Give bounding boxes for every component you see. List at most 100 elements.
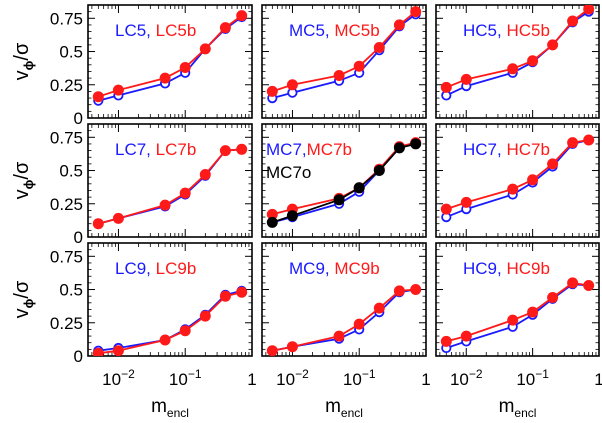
y-axis-label: vϕ/σ — [11, 280, 36, 318]
data-point-hc5b — [567, 15, 579, 27]
panel-label: MC9, MC9b — [289, 259, 380, 278]
y-tick-label: 0.75 — [50, 247, 83, 266]
x-axis-label: mencl — [499, 396, 537, 420]
data-point-lc9b — [219, 290, 231, 302]
y-tick-label: 0.75 — [50, 9, 83, 28]
data-point-mc5b — [410, 6, 422, 18]
data-point-hc9b — [527, 306, 539, 318]
data-point-lc9b — [179, 325, 191, 337]
data-point-lc5b — [199, 43, 211, 55]
x-tick-label: 1 — [421, 370, 430, 389]
panel-lc9: 0 0.25 0.5 0.75 10−2 10−1 1 mencl LC9, LC9b vϕ/σ — [11, 242, 257, 420]
y-tick-label: 0.5 — [59, 43, 83, 62]
panel-data — [266, 284, 422, 356]
x-tick-label: 10−1 — [516, 367, 549, 389]
y-tick-label: 0.75 — [50, 128, 83, 147]
data-point-mc9b — [410, 284, 422, 295]
data-point-hc9b — [440, 335, 452, 347]
data-point-lc5b — [159, 72, 171, 84]
data-point-hc9b — [567, 277, 579, 289]
panel-lc7: 0 0.25 0.5 0.75 LC7, LC7b vϕ/σ — [11, 123, 253, 247]
panel-frame — [87, 123, 253, 238]
y-tick-label: 0 — [74, 347, 83, 366]
data-point-mc9b — [373, 302, 385, 314]
data-point-lc7b — [112, 212, 124, 224]
data-point-hc7b — [507, 183, 519, 195]
x-tick-label: 10−1 — [343, 367, 376, 389]
data-point-mc5b — [373, 42, 385, 53]
panel-frame — [435, 123, 600, 238]
panel-data — [440, 277, 595, 354]
x-tick-label: 10−2 — [276, 367, 309, 389]
data-point-hc9b — [547, 292, 559, 303]
data-point-lc5b — [179, 62, 191, 73]
data-point-mc7o — [353, 182, 365, 194]
x-tick-label: 10−1 — [169, 367, 202, 389]
x-tick-label: 10−2 — [450, 367, 483, 389]
x-tick-label: 1 — [594, 370, 602, 389]
x-tick-label: 10−2 — [102, 367, 135, 389]
y-tick-label: 0 — [74, 109, 83, 128]
panel-data — [266, 137, 422, 228]
data-point-mc5b — [393, 19, 405, 31]
data-point-lc7b — [219, 145, 231, 157]
data-point-lc9b — [199, 310, 211, 322]
panel-mc7: MC7,MC7b MC7o — [261, 123, 427, 238]
panel-hc5: HC5, HC5b — [435, 4, 600, 119]
data-point-hc5b — [507, 63, 519, 75]
data-point-lc7b — [199, 169, 211, 180]
data-point-hc5b — [583, 5, 595, 15]
y-tick-label: 0.25 — [50, 76, 83, 95]
data-point-lc9b — [236, 286, 248, 298]
data-point-hc7b — [567, 137, 579, 149]
data-point-hc9b — [583, 280, 595, 291]
data-point-lc9b — [92, 347, 104, 356]
panel-label: HC5, HC5b — [463, 21, 550, 40]
data-point-hc5b — [527, 55, 539, 67]
panel-data — [440, 134, 595, 223]
data-point-hc7b — [440, 203, 452, 215]
data-point-lc5b — [92, 91, 104, 103]
y-tick-label: 0.25 — [50, 314, 83, 333]
x-axis-label: mencl — [151, 396, 189, 420]
panel-hc9: 10−2 10−1 1 mencl HC9, HC9b — [435, 242, 602, 420]
panel-frame — [87, 242, 253, 357]
y-axis-label: vϕ/σ — [11, 42, 36, 80]
panel-label-extra: MC7o — [266, 163, 311, 182]
data-point-mc9b — [266, 345, 278, 356]
panel-frame — [261, 4, 427, 119]
data-point-hc7b — [547, 158, 559, 170]
data-point-mc7o — [333, 194, 345, 206]
panel-hc7: HC7, HC7b — [435, 123, 600, 238]
data-point-mc7o — [410, 138, 422, 150]
panel-frame — [435, 4, 600, 119]
panel-label: LC5, LC5b — [115, 21, 196, 40]
data-point-lc7b — [92, 218, 104, 230]
data-point-mc9b — [333, 330, 345, 342]
data-point-lc9b — [112, 345, 124, 356]
data-point-mc7o — [286, 210, 298, 222]
data-point-mc5b — [286, 79, 298, 91]
panel-data — [92, 10, 248, 106]
panel-label: LC7, LC7b — [115, 140, 196, 159]
data-point-hc5b — [440, 81, 452, 93]
panel-frame — [435, 242, 600, 357]
panel-mc5: MC5, MC5b — [261, 4, 427, 119]
data-point-lc7b — [179, 187, 191, 199]
series-line-lc7 — [98, 148, 242, 225]
x-tick-label: 1 — [247, 370, 256, 389]
panel-lc5: 0 0.25 0.5 0.75 LC5, LC5b vϕ/σ — [11, 4, 253, 128]
data-point-hc7b — [527, 174, 539, 186]
panel-label: HC9, HC9b — [463, 259, 550, 278]
data-point-mc9b — [393, 285, 405, 297]
data-point-lc5b — [236, 10, 248, 22]
data-point-lc5b — [219, 22, 231, 34]
panel-label: HC7, HC7b — [463, 140, 550, 159]
panel-frame — [261, 123, 427, 238]
panel-label: LC9, LC9b — [115, 259, 196, 278]
panel-label: MC5, MC5b — [289, 21, 380, 40]
panel-frame — [261, 242, 427, 357]
data-point-mc5b — [266, 85, 278, 97]
y-axis-label: vϕ/σ — [11, 161, 36, 199]
